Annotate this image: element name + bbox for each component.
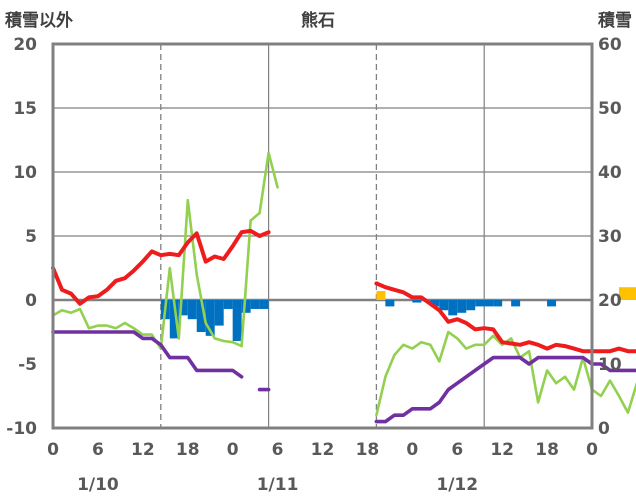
series-lines <box>51 151 636 424</box>
precip-bar <box>250 300 260 309</box>
humidity-line <box>374 355 636 424</box>
wind-line <box>51 151 279 350</box>
precip-bar <box>430 300 440 307</box>
precip-bar <box>196 300 206 332</box>
date-label: 1/12 <box>436 475 478 495</box>
right-tick-label: 20 <box>598 291 622 311</box>
right-axis-label: 積雪 <box>598 10 632 31</box>
left-tick-label: 5 <box>25 227 37 247</box>
x-tick-label: 6 <box>92 440 104 460</box>
plot-frame <box>51 42 594 430</box>
precip-bar <box>187 300 197 320</box>
precip-bar <box>259 300 269 309</box>
right-tick-label: 30 <box>598 227 622 247</box>
precip-bar <box>439 300 449 311</box>
precip-bar <box>412 300 422 303</box>
x-tick-label: 0 <box>406 440 418 460</box>
precip-bar <box>223 300 233 309</box>
precip-bar <box>232 300 242 341</box>
x-tick-label: 0 <box>47 440 59 460</box>
precip-bar <box>385 300 395 307</box>
wind-line <box>375 330 636 417</box>
precip-bar <box>484 300 494 307</box>
x-tick-label: 12 <box>131 440 155 460</box>
precip-bar <box>547 300 557 307</box>
precip-bar <box>214 300 224 326</box>
left-tick-label: 0 <box>25 291 37 311</box>
temperature-line <box>51 228 271 306</box>
x-tick-label: 18 <box>176 440 200 460</box>
precip-bar <box>178 300 188 316</box>
date-label: 1/10 <box>77 475 119 495</box>
x-tick-label: 0 <box>227 440 239 460</box>
x-tick-label: 0 <box>586 440 598 460</box>
precipitation-bars <box>160 287 636 341</box>
left-tick-label: -10 <box>6 419 37 439</box>
temperature-line <box>374 281 636 354</box>
x-tick-label: 18 <box>535 440 559 460</box>
x-tick-label: 12 <box>311 440 335 460</box>
plot-border <box>51 42 594 430</box>
x-tick-label: 18 <box>356 440 380 460</box>
precip-bar <box>376 291 386 300</box>
left-tick-label: 10 <box>13 163 37 183</box>
x-tick-label: 6 <box>272 440 284 460</box>
left-tick-label: -5 <box>18 355 37 375</box>
left-axis-label: 積雪以外 <box>5 10 73 31</box>
precip-bar <box>618 287 628 300</box>
left-tick-label: 15 <box>13 99 37 119</box>
humidity-line <box>51 330 244 379</box>
precip-bar <box>511 300 521 307</box>
right-tick-label: 0 <box>598 419 610 439</box>
left-tick-label: 20 <box>13 35 37 55</box>
precip-bar <box>627 287 636 300</box>
right-tick-label: 10 <box>598 355 622 375</box>
right-tick-label: 40 <box>598 163 622 183</box>
right-tick-label: 50 <box>598 99 622 119</box>
date-label: 1/11 <box>257 475 299 495</box>
precip-bar <box>475 300 485 307</box>
precip-bar <box>466 300 476 311</box>
precip-bar <box>205 300 215 336</box>
x-tick-label: 6 <box>451 440 463 460</box>
precip-bar <box>241 300 251 313</box>
x-tick-label: 12 <box>490 440 514 460</box>
right-tick-label: 60 <box>598 35 622 55</box>
precip-bar <box>448 300 458 316</box>
chart-title: 熊石 <box>301 10 335 31</box>
grid-lines <box>53 44 592 428</box>
precip-bar <box>457 300 467 313</box>
precip-bar <box>493 300 503 307</box>
precip-bar <box>169 300 179 339</box>
